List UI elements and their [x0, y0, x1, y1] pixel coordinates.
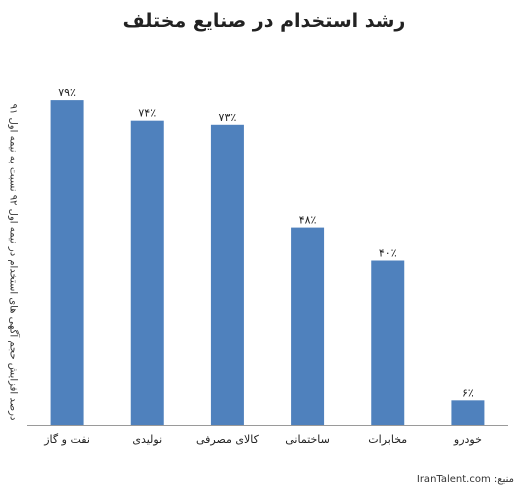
bar [50, 100, 84, 426]
data-label: ۷۹٪ [58, 86, 76, 99]
source-label: منبع: [493, 474, 514, 485]
bar [371, 260, 405, 425]
data-label: ۴۸٪ [299, 214, 317, 227]
source-value: IranTalent.com [416, 474, 491, 485]
x-tick-label: مخابرات [368, 433, 407, 446]
x-tick-label: ساختمانی [285, 433, 330, 446]
x-tick-label: نفت و گاز [43, 433, 90, 446]
data-label: ۶٪ [462, 386, 474, 399]
x-tick-label: کالای مصرفی [196, 433, 260, 446]
data-label: ۷۳٪ [219, 111, 237, 124]
x-tick-label: خودرو [453, 433, 482, 446]
source-line: IranTalent.com منبع: [417, 474, 514, 485]
data-label: ۷۴٪ [138, 107, 156, 120]
chart-title: رشد استخدام در صنایع مختلف [122, 10, 406, 32]
bar [451, 400, 485, 425]
bar [210, 124, 244, 425]
bar [291, 227, 325, 425]
data-label: ۴۰٪ [379, 247, 397, 260]
x-tick-label: نولیدی [132, 433, 162, 446]
bar [130, 120, 164, 426]
